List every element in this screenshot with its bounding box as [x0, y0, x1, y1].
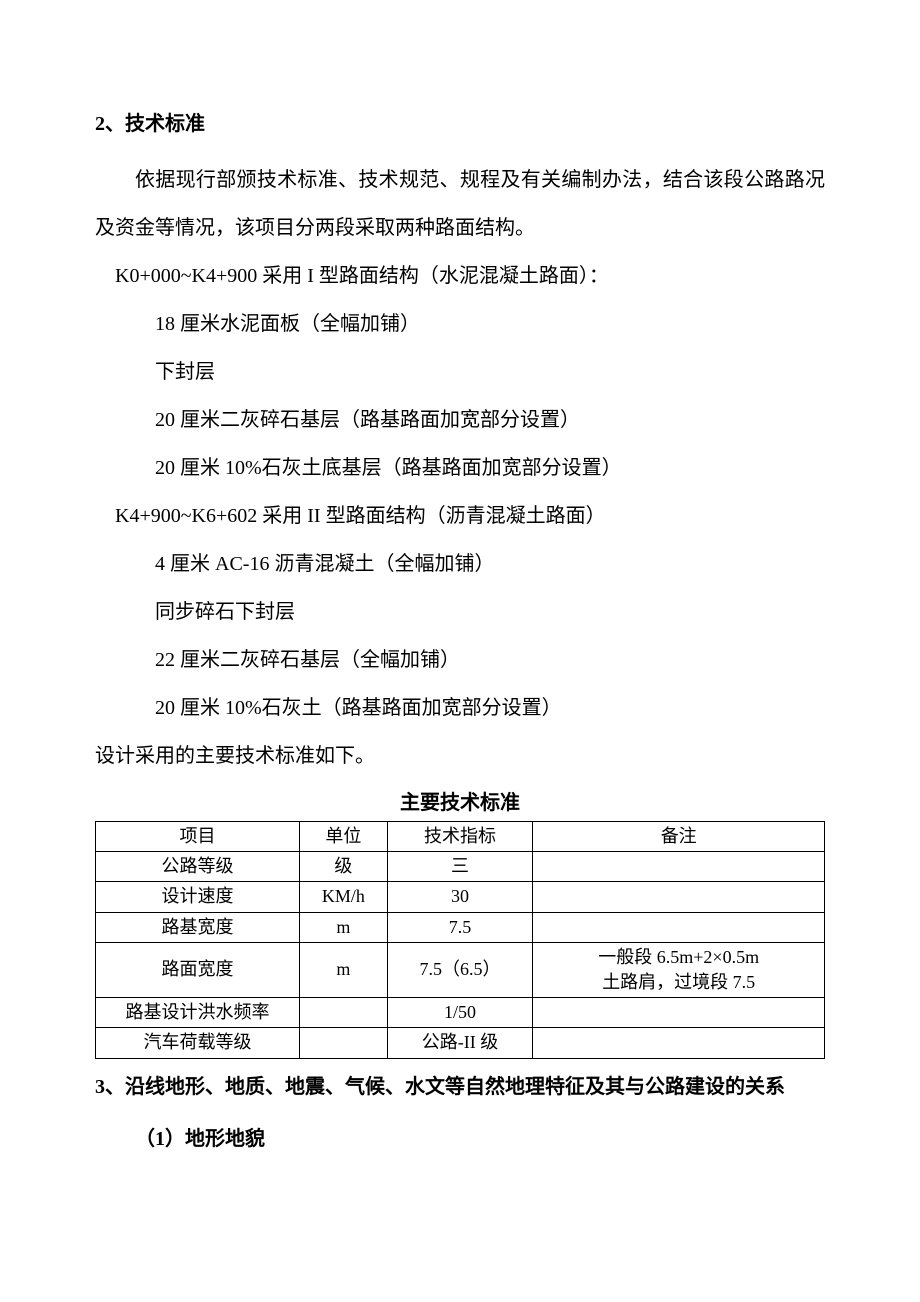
segment-1-item: 20 厘米 10%石灰土底基层（路基路面加宽部分设置） — [95, 444, 825, 492]
table-cell: 汽车荷载等级 — [96, 1028, 300, 1058]
standards-intro-line: 设计采用的主要技术标准如下。 — [95, 732, 825, 780]
table-title: 主要技术标准 — [95, 786, 825, 815]
segment-2-title: K4+900~K6+602 采用 II 型路面结构（沥青混凝土路面） — [95, 492, 825, 540]
table-cell — [533, 882, 825, 912]
section-3-heading: 3、沿线地形、地质、地震、气候、水文等自然地理特征及其与公路建设的关系 — [95, 1063, 825, 1111]
table-cell: m — [300, 942, 387, 997]
table-cell: 公路-II 级 — [387, 1028, 533, 1058]
table-cell — [533, 1028, 825, 1058]
table-header-row: 项目 单位 技术指标 备注 — [96, 822, 825, 852]
section-2-heading: 2、技术标准 — [95, 100, 825, 148]
table-row: 设计速度KM/h30 — [96, 882, 825, 912]
table-header-cell: 技术指标 — [387, 822, 533, 852]
table-cell: 路面宽度 — [96, 942, 300, 997]
table-cell: 1/50 — [387, 998, 533, 1028]
segment-2-item: 20 厘米 10%石灰土（路基路面加宽部分设置） — [95, 684, 825, 732]
segment-1-title: K0+000~K4+900 采用 I 型路面结构（水泥混凝土路面）： — [95, 252, 825, 300]
table-cell: 公路等级 — [96, 852, 300, 882]
table-row: 路面宽度m7.5（6.5）一般段 6.5m+2×0.5m土路肩，过境段 7.5 — [96, 942, 825, 997]
table-header-cell: 项目 — [96, 822, 300, 852]
table-cell: 路基设计洪水频率 — [96, 998, 300, 1028]
table-row: 路基设计洪水频率 1/50 — [96, 998, 825, 1028]
segment-1-item: 下封层 — [95, 348, 825, 396]
table-cell: 7.5（6.5） — [387, 942, 533, 997]
table-cell: 级 — [300, 852, 387, 882]
intro-paragraph: 依据现行部颁技术标准、技术规范、规程及有关编制办法，结合该段公路路况及资金等情况… — [95, 156, 825, 252]
table-cell: 路基宽度 — [96, 912, 300, 942]
segment-2-item: 同步碎石下封层 — [95, 588, 825, 636]
table-cell: 一般段 6.5m+2×0.5m土路肩，过境段 7.5 — [533, 942, 825, 997]
table-cell — [533, 852, 825, 882]
table-cell: 7.5 — [387, 912, 533, 942]
table-cell: 设计速度 — [96, 882, 300, 912]
segment-2-item: 22 厘米二灰碎石基层（全幅加铺） — [95, 636, 825, 684]
table-cell: m — [300, 912, 387, 942]
table-row: 公路等级级三 — [96, 852, 825, 882]
section-3-1-heading: （1）地形地貌 — [135, 1115, 825, 1163]
table-cell: KM/h — [300, 882, 387, 912]
table-cell: 三 — [387, 852, 533, 882]
table-row: 汽车荷载等级 公路-II 级 — [96, 1028, 825, 1058]
table-cell — [300, 1028, 387, 1058]
segment-2-item: 4 厘米 AC-16 沥青混凝土（全幅加铺） — [95, 540, 825, 588]
segment-1-item: 18 厘米水泥面板（全幅加铺） — [95, 300, 825, 348]
table-row: 路基宽度m7.5 — [96, 912, 825, 942]
standards-table: 项目 单位 技术指标 备注 公路等级级三设计速度KM/h30路基宽度m7.5路面… — [95, 821, 825, 1059]
table-cell — [533, 912, 825, 942]
segment-1-item: 20 厘米二灰碎石基层（路基路面加宽部分设置） — [95, 396, 825, 444]
table-header-cell: 单位 — [300, 822, 387, 852]
table-cell — [533, 998, 825, 1028]
table-cell: 30 — [387, 882, 533, 912]
table-header-cell: 备注 — [533, 822, 825, 852]
table-cell — [300, 998, 387, 1028]
